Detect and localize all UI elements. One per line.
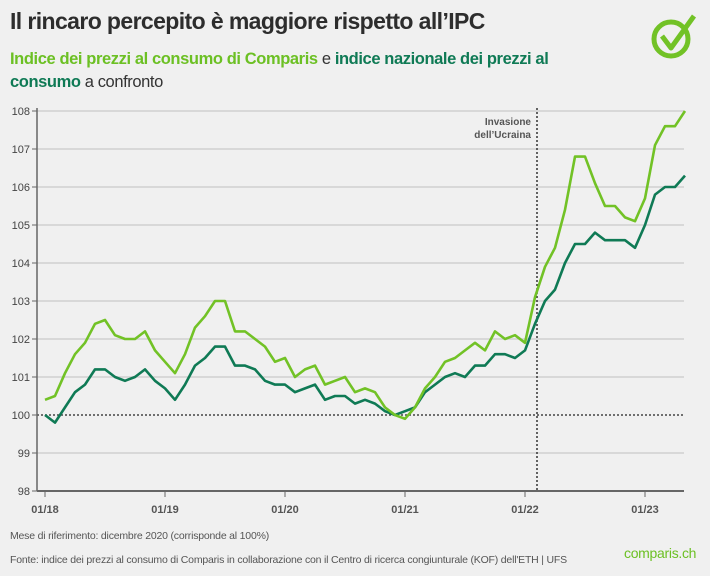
comparis-logo: comparis.ch	[624, 545, 697, 561]
y-tick-label: 105	[12, 220, 30, 232]
y-tick-label: 98	[18, 486, 30, 498]
line-chart: 98 99 100 101 102 103 104 105 106 107 108 01/18 01/1…	[12, 106, 687, 516]
annotation-label: dell’Ucraina	[474, 130, 531, 141]
chart-subtitle: Indice dei prezzi al consumo di Comparis…	[10, 48, 610, 94]
x-tick-label: 01/20	[271, 504, 299, 516]
x-tick-label: 01/22	[511, 504, 539, 516]
subtitle-end: a confronto	[80, 73, 164, 91]
y-tick-label: 104	[12, 258, 30, 270]
y-tick-label: 103	[12, 296, 30, 308]
y-tick-label: 108	[12, 106, 30, 118]
check-circle-icon	[651, 14, 697, 59]
x-tick-label: 01/19	[151, 504, 179, 516]
y-tick-label: 107	[12, 144, 30, 156]
chart-title: Il rincaro percepito è maggiore rispetto…	[10, 8, 485, 34]
x-tick-label: 01/23	[631, 504, 659, 516]
subtitle-comparis: Indice dei prezzi al consumo di Comparis	[10, 50, 318, 68]
x-tick-label: 01/18	[31, 504, 59, 516]
reference-note: Mese di riferimento: dicembre 2020 (corr…	[10, 530, 270, 542]
y-tick-label: 100	[12, 410, 30, 422]
annotation-label: Invasione	[485, 117, 532, 128]
subtitle-national: indice nazionale dei prezzi al consumo	[10, 50, 549, 91]
series-line-national	[44, 174, 686, 424]
series-line-comparis	[44, 110, 687, 421]
subtitle-and: e	[317, 50, 335, 68]
y-tick-label: 101	[12, 372, 30, 384]
x-tick-label: 01/21	[391, 504, 419, 516]
source-note: Fonte: indice dei prezzi al consumo di C…	[10, 554, 567, 566]
y-tick-label: 99	[18, 448, 30, 460]
y-tick-label: 106	[12, 182, 30, 194]
y-tick-label: 102	[12, 334, 30, 346]
